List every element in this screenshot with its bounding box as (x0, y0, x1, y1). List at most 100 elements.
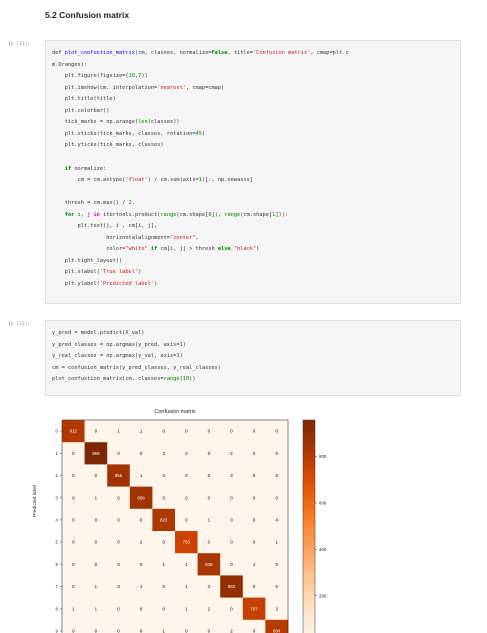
code-token: plot_confustion_matrix(cm, classes= (52, 376, 164, 383)
cell-value-label: 3 (230, 473, 233, 478)
cell-value-label: 0 (140, 451, 143, 456)
code-line: plot_confustion_matrix(cm, classes=range… (52, 375, 196, 383)
cell-value-label: 0 (185, 629, 188, 633)
heatmap-cell (107, 531, 131, 554)
colorbar-tick-label: 800 (319, 454, 327, 459)
code-token: if (150, 246, 158, 253)
cell-value-label: 838 (205, 562, 213, 567)
code-token: plt.xticks(tick_marks, classes, rotation… (52, 130, 196, 137)
cell-value-label: 1 (140, 473, 143, 478)
code-token: cm = confusion_matrix(y_pred_classes, y_… (52, 364, 222, 371)
code-line: plt.tight_layout() (52, 257, 122, 265)
cell-value-label: 2 (230, 451, 233, 456)
heatmap-cell (220, 420, 244, 443)
heatmap-cell (220, 464, 244, 487)
heatmap-cell (220, 597, 244, 621)
heatmap-cell (62, 464, 85, 487)
cell-value-label: 0 (72, 495, 75, 500)
cell-value-label: 0 (275, 429, 278, 434)
code-token: plt.xlabel( (52, 269, 100, 276)
code-editor[interactable]: y_pred = model.predict(X_val) y_pred_clas… (45, 320, 461, 396)
heatmap-cell (129, 464, 153, 487)
heatmap-cell (265, 619, 289, 633)
cell-value-label: 0 (162, 540, 165, 545)
heatmap-cell (175, 442, 198, 465)
heatmap-cell (62, 553, 85, 576)
heatmap-cell (84, 420, 108, 443)
cell-value-label: 1 (185, 584, 188, 589)
colorbar (302, 419, 316, 633)
heatmap-cell (84, 508, 108, 532)
heatmap-cell (84, 553, 108, 576)
cell-value-label: 2 (140, 540, 143, 545)
y-tick-label: 8 (56, 606, 59, 611)
cell-value-label: 0 (253, 584, 256, 589)
cell-value-label: 1 (140, 584, 143, 589)
cell-value-label: 1 (95, 495, 98, 500)
heatmap-cell (84, 442, 108, 465)
cell-value-label: 0 (208, 584, 211, 589)
heatmap-cell (107, 575, 131, 598)
heatmap-cell (107, 442, 131, 465)
heatmap-cell (242, 442, 266, 465)
heatmap-cell (129, 619, 153, 633)
heatmap-cell (84, 575, 108, 598)
cell-value-label: 1 (185, 606, 188, 611)
code-token: len (138, 119, 148, 126)
code-token: y_real_classes = np.argmax(y_val, axis= (52, 353, 177, 360)
code-token: tick_marks = np.arange( (52, 119, 139, 126)
heatmap-cell (242, 597, 266, 621)
code-token: 'float' (125, 177, 148, 184)
heatmap-cell (152, 553, 176, 576)
heatmap-cell (107, 464, 131, 487)
cell-value-label: 0 (185, 451, 188, 456)
cell-value-label: 0 (72, 473, 75, 478)
cell-value-label: 0 (230, 562, 233, 567)
code-token: 0 (208, 211, 212, 218)
heatmap-cell (175, 553, 198, 576)
heatmap-cell (152, 442, 176, 465)
code-token: ) (179, 353, 183, 360)
code-token: 2. (128, 200, 135, 207)
code-line: y_pred_classes = np.argmax(y_pred, axis=… (52, 341, 186, 349)
cell-value-label: 0 (95, 429, 98, 434)
cell-value-label: 1 (208, 518, 211, 523)
cell-value-label: 0 (162, 495, 165, 500)
cell-value-label: 0 (162, 584, 165, 589)
heatmap-cell (197, 508, 221, 532)
code-token: ) (256, 246, 260, 253)
heatmap-cell (175, 508, 198, 532)
heatmap-cell (220, 619, 244, 633)
heatmap-cell (175, 575, 198, 598)
colorbar-tick-label: 400 (319, 547, 327, 552)
heatmap-cell (175, 597, 198, 621)
heatmap-cell (62, 442, 85, 465)
code-token: "black" (233, 246, 257, 253)
cell-value-label: 0 (253, 473, 256, 478)
code-token: ) (201, 130, 206, 137)
cell-value-label: 0 (117, 495, 120, 500)
code-token: 'Predicted label' (99, 281, 155, 287)
heatmap-cell (197, 420, 221, 443)
cell-value-label: 767 (250, 606, 258, 611)
cell-value-label: 856 (115, 473, 123, 478)
heatmap-cell (129, 553, 153, 576)
code-line: plt.ylabel('Predicted label') (52, 280, 158, 288)
cell-value-label: 1 (140, 429, 143, 434)
cell-value-label: 1 (185, 562, 188, 567)
code-editor[interactable]: def plot_confustion_matrix(cm, classes, … (45, 40, 461, 304)
code-token: 1 (179, 341, 183, 348)
code-line: plt.yticks(tick_marks, classes) (52, 141, 164, 149)
code-token: "center" (170, 234, 196, 241)
code-token: 1 (176, 353, 180, 360)
heatmap-cell (265, 553, 289, 576)
cell-value-label: 0 (253, 451, 256, 456)
cell-value-label: 0 (140, 629, 143, 633)
heatmap-cell (129, 508, 153, 532)
heatmap-cell (265, 531, 289, 554)
heatmap-cell (62, 531, 85, 554)
code-token: cm[i, j] > thresh (157, 246, 218, 253)
y-tick-label: 1 (56, 451, 59, 456)
cell-value-label: 0 (275, 584, 278, 589)
cell-value-label: 1 (275, 540, 278, 545)
